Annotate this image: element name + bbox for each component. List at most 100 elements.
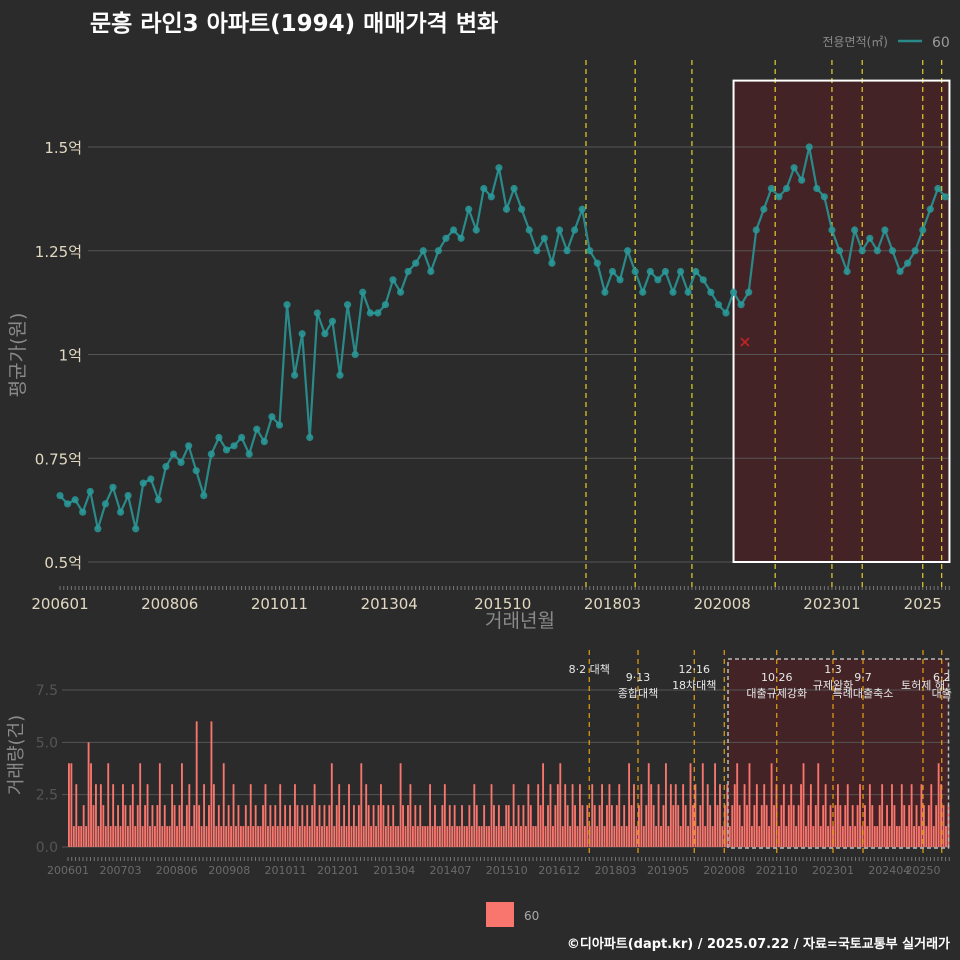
data-point <box>813 184 821 193</box>
bar <box>85 826 88 847</box>
data-point <box>434 247 443 255</box>
bar <box>109 826 112 847</box>
bar <box>507 805 510 847</box>
bar <box>608 784 611 847</box>
policy-annotation-name: 대출규제강화 <box>746 687 807 700</box>
bar <box>588 826 591 847</box>
data-point <box>374 309 382 317</box>
bar <box>900 784 903 847</box>
bar <box>679 826 682 847</box>
data-point <box>820 193 828 201</box>
bar <box>527 784 530 847</box>
data-point <box>896 267 904 276</box>
data-point <box>745 288 753 296</box>
bottom-x-tick-label: 200806 <box>156 864 198 877</box>
data-point <box>147 475 155 483</box>
bar <box>456 826 459 847</box>
bar <box>126 826 129 847</box>
bar <box>547 805 549 847</box>
policy-annotation-date: 9·13 <box>626 671 651 684</box>
bar <box>596 826 599 847</box>
data-point <box>442 234 450 242</box>
bar <box>362 826 365 847</box>
bar <box>800 784 802 847</box>
bottom-x-tick-label: 201510 <box>486 864 528 877</box>
data-point <box>919 226 927 234</box>
bar <box>603 826 606 847</box>
bar <box>95 784 97 847</box>
bar <box>185 805 188 847</box>
data-point <box>707 288 715 296</box>
bar <box>787 805 790 847</box>
bar <box>377 805 380 847</box>
bar <box>303 826 306 847</box>
bar <box>758 826 761 847</box>
bar <box>765 805 768 847</box>
bar <box>846 784 849 847</box>
bar <box>87 742 90 847</box>
top-x-tick-label: 201510 <box>474 595 531 613</box>
bar <box>333 826 336 847</box>
bar <box>269 805 272 847</box>
bar <box>453 805 456 847</box>
bar <box>561 826 564 847</box>
data-point <box>71 496 79 504</box>
top-x-tick-label: 201304 <box>361 595 418 613</box>
bar <box>529 805 532 847</box>
data-point <box>835 247 844 255</box>
data-point <box>185 442 193 450</box>
data-point <box>533 247 541 255</box>
bar <box>635 826 638 847</box>
bar <box>343 805 346 847</box>
bar <box>279 784 282 847</box>
bar <box>463 826 466 847</box>
bar <box>753 805 756 847</box>
data-point <box>624 247 632 255</box>
bar <box>723 805 726 847</box>
data-point <box>752 226 760 234</box>
bar <box>131 784 134 847</box>
bar <box>709 805 712 847</box>
bar <box>244 805 247 847</box>
bar <box>316 826 318 847</box>
bar <box>662 805 665 847</box>
data-point <box>555 226 564 234</box>
data-point <box>389 276 397 284</box>
bar <box>144 805 147 847</box>
bar <box>360 763 363 847</box>
bar <box>411 826 414 847</box>
policy-annotation-name: 대출 <box>932 687 952 700</box>
bar <box>677 805 680 847</box>
data-point <box>472 226 480 234</box>
bar <box>802 763 805 847</box>
bar <box>139 763 142 847</box>
bar <box>208 805 210 847</box>
bar <box>230 826 233 847</box>
data-point <box>298 330 306 338</box>
data-point <box>192 467 200 475</box>
bar <box>478 826 481 847</box>
bar <box>70 763 73 847</box>
bar <box>321 826 323 847</box>
bar <box>421 826 424 847</box>
bar <box>861 826 864 847</box>
bar <box>824 784 827 847</box>
data-point <box>328 317 337 325</box>
bar <box>665 763 667 847</box>
bar <box>733 784 736 847</box>
bar <box>311 805 314 847</box>
data-point <box>101 500 110 508</box>
bar <box>610 805 613 847</box>
bar <box>726 784 729 847</box>
data-point <box>245 450 253 458</box>
policy-annotation-name: 18차대책 <box>672 679 716 692</box>
bottom-highlight-border <box>727 658 950 849</box>
bar <box>394 826 397 847</box>
bar <box>807 805 810 847</box>
bar <box>566 805 569 847</box>
data-point <box>343 301 352 309</box>
data-point <box>525 226 533 234</box>
bottom-x-tick-label: 201201 <box>317 864 359 877</box>
top-x-tick-label: 202301 <box>803 595 860 613</box>
